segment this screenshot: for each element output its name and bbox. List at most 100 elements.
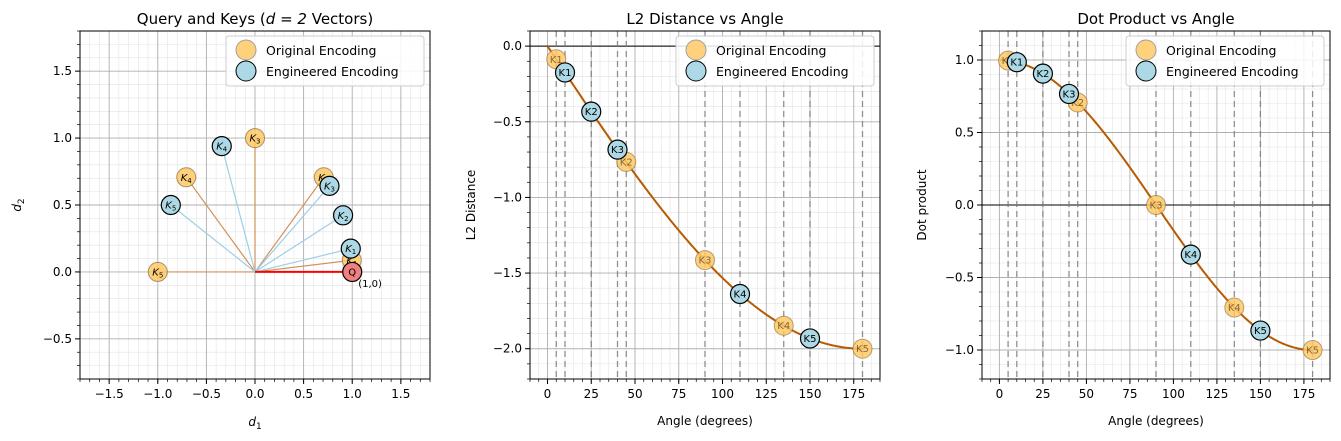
legend-label-original: Original Encoding [716, 43, 827, 58]
x-tick-label: 25 [1035, 387, 1050, 401]
x-tick-label: 25 [584, 387, 599, 401]
original-vector-line [254, 259, 352, 273]
engineered-key-label: K2 [338, 211, 349, 223]
original-key-point [773, 315, 794, 336]
legend-marker-engineered [1135, 60, 1157, 82]
y-tick-label: 1.5 [53, 64, 72, 78]
x-tick-label: 0 [544, 387, 552, 401]
legend-box [675, 35, 875, 87]
engineered-key-label: K5 [165, 201, 176, 213]
original-key-label: K3 [1150, 201, 1163, 212]
x-axis-label: Angle (degrees) [1108, 414, 1204, 428]
engineered-key-point [607, 139, 628, 160]
x-tick-label: 1.0 [343, 387, 362, 401]
y-tick-label: −1.5 [493, 266, 522, 280]
original-key-point [1302, 340, 1323, 360]
x-axis-label: Angle (degrees) [657, 414, 753, 428]
x-tick-label: 0.5 [294, 387, 313, 401]
x-tick-label: 175 [1292, 387, 1315, 401]
original-key-point [1224, 297, 1245, 318]
engineered-key-point [319, 175, 340, 196]
x-tick-label: 75 [671, 387, 686, 401]
engineered-key-point [1250, 320, 1271, 341]
x-tick-label: −1.0 [143, 387, 172, 401]
engineered-key-label: K3 [611, 145, 624, 156]
x-tick-label: 175 [842, 387, 865, 401]
y-tick-label: −0.5 [43, 332, 72, 346]
engineered-key-point [1180, 244, 1201, 265]
legend-label-original: Original Encoding [266, 43, 377, 58]
original-key-label-main: K [318, 173, 326, 184]
x-tick-label: 50 [627, 387, 642, 401]
engineered-key-label-main: K [345, 244, 353, 255]
engineered-key-label: K4 [734, 289, 747, 300]
engineered-key-point [1032, 63, 1054, 84]
original-key-label: K2 [1071, 98, 1084, 109]
x-axis-label: d1 [248, 415, 261, 432]
original-key-point [176, 167, 197, 188]
engineered-key-label: K1 [1010, 58, 1023, 69]
engineered-key-label: K2 [585, 107, 598, 118]
engineered-key-point [1058, 83, 1080, 105]
y-axis-label: Dot product [915, 169, 929, 241]
engineered-key-label-main: K [216, 142, 224, 153]
y-tick-label: 0.0 [955, 198, 974, 212]
chart-title: Dot Product vs Angle [1077, 10, 1234, 28]
original-key-point [1146, 195, 1166, 215]
engineered-key-label: K1 [559, 68, 572, 79]
x-axis-label-sub: 1 [256, 422, 262, 432]
x-tick-label: 75 [1122, 387, 1137, 401]
original-key-point [245, 128, 265, 149]
engineered-vector-line [254, 185, 330, 273]
engineered-key-point [581, 101, 602, 122]
x-tick-label: 125 [755, 387, 778, 401]
original-key-label-main: K [346, 256, 354, 267]
legend-label-engineered: Engineered Encoding [716, 64, 849, 79]
x-tick-label: 1.5 [391, 387, 410, 401]
y-tick-label: −1.0 [945, 343, 974, 357]
x-tick-label: 0 [996, 387, 1004, 401]
engineered-key-label: K1 [345, 244, 356, 256]
engineered-key-label: K4 [216, 142, 228, 154]
chart-dot-product: K1K2K3K4K5K1K2K3K4K50255075100125150175−… [915, 10, 1331, 428]
y-tick-label: −1.0 [493, 190, 522, 204]
engineered-key-point [554, 62, 576, 83]
original-key-point [852, 338, 873, 359]
original-key-label: K3 [249, 134, 260, 146]
title-tail: Vectors) [307, 10, 373, 28]
engineered-key-point [1006, 52, 1027, 73]
title-math: d = 2 [266, 10, 307, 28]
y-tick-label: 1.0 [955, 53, 974, 67]
legend-box [225, 35, 425, 87]
engineered-key-point [160, 194, 181, 216]
y-tick-label: 0.0 [503, 39, 522, 53]
y-tick-label: 0.5 [53, 198, 72, 212]
y-tick-label: 0.5 [955, 126, 974, 140]
x-tick-label: 150 [799, 387, 822, 401]
engineered-vector-line [254, 214, 344, 273]
x-tick-label: 50 [1079, 387, 1094, 401]
x-tick-label: 125 [1205, 387, 1228, 401]
engineered-key-label: K5 [1254, 326, 1267, 337]
y-tick-label: 0.0 [53, 265, 72, 279]
legend-label-engineered: Engineered Encoding [1166, 64, 1299, 79]
engineered-key-label-sub: 4 [223, 146, 228, 154]
original-key-label: K5 [1306, 346, 1319, 357]
legend-label-original: Original Encoding [1166, 43, 1277, 58]
engineered-key-label-main: K [338, 211, 346, 222]
x-tick-label: 150 [1249, 387, 1272, 401]
x-tick-label: 0.0 [245, 387, 264, 401]
x-tick-label: −0.5 [192, 387, 221, 401]
original-vector-line [185, 176, 256, 273]
x-tick-label: −1.5 [95, 387, 124, 401]
legend-marker-original [1135, 39, 1157, 61]
chart-query-keys: K1K2K3K4K5K1K2K3K4K5Q(1,0)−1.5−1.0−0.50.… [10, 10, 431, 432]
engineered-key-label-sub: 5 [172, 205, 176, 213]
y-axis-label-main: d [10, 204, 24, 212]
engineered-vector-line [254, 248, 351, 273]
y-axis-label: d2 [10, 198, 27, 211]
y-tick-label: −0.5 [945, 271, 974, 285]
query-point [342, 261, 363, 283]
